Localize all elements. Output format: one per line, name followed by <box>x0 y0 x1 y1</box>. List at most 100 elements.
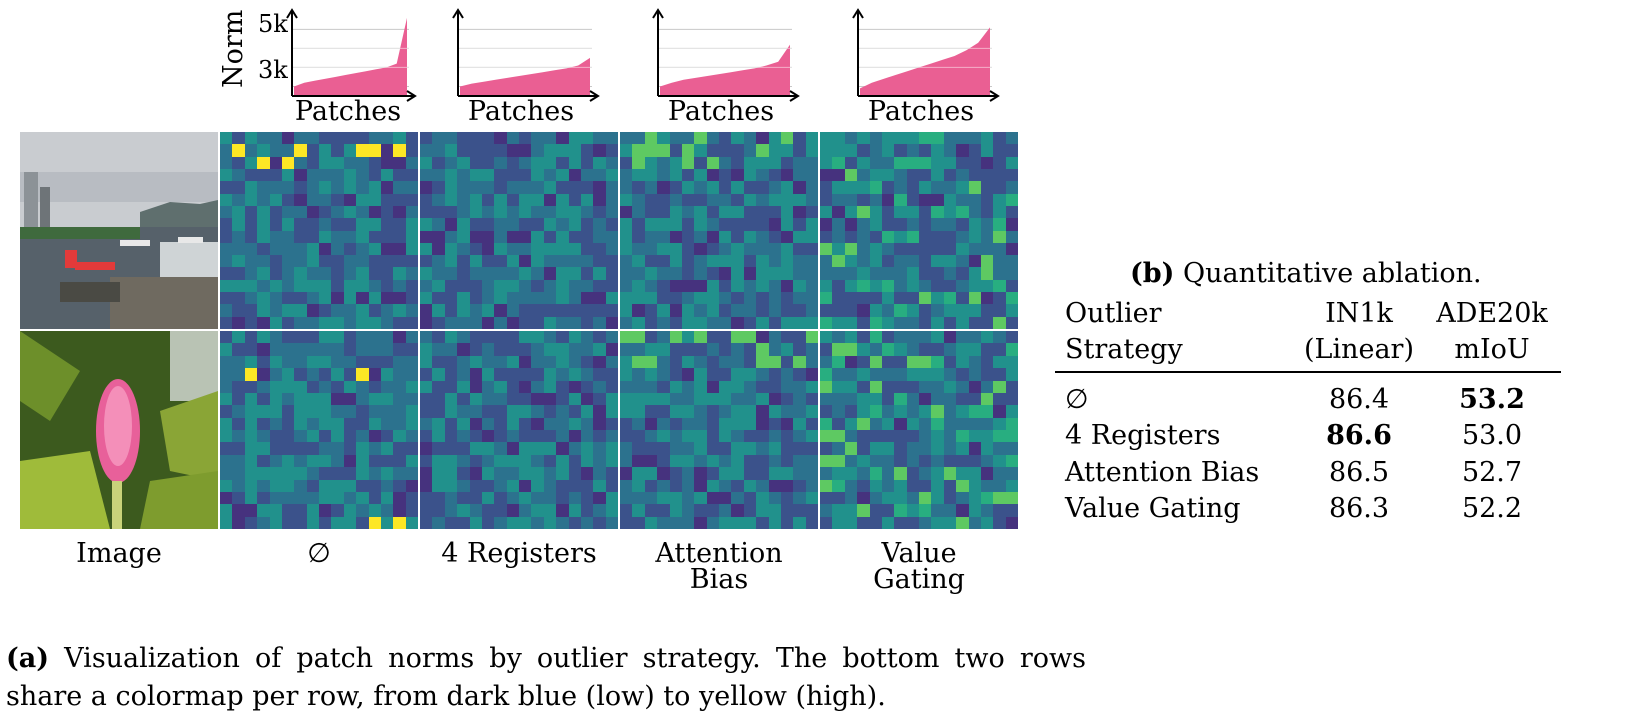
heatmap-cell <box>244 454 258 468</box>
heatmap-cell <box>319 316 332 329</box>
heatmap-cell <box>620 467 633 480</box>
heatmap-cell <box>743 380 757 393</box>
heatmap-cell <box>494 467 507 480</box>
heatmap-cell <box>805 193 818 206</box>
heatmap-cell <box>620 430 633 443</box>
heatmap-cell <box>906 430 919 443</box>
heatmap-cell <box>405 156 418 169</box>
heatmap-cell <box>657 316 670 329</box>
heatmap-cell <box>1005 304 1018 317</box>
heatmap-cell <box>869 516 882 529</box>
heatmap-cell <box>531 355 544 369</box>
heatmap-cell <box>556 467 569 480</box>
heatmap-cell <box>519 491 532 505</box>
heatmap-cell <box>756 304 769 317</box>
x-axis-arrow <box>406 90 417 102</box>
heatmap-cell <box>844 504 858 517</box>
heatmap-cell <box>481 279 495 293</box>
heatmap-cell <box>506 380 519 393</box>
heatmap-cell <box>556 343 569 356</box>
heatmap-cell <box>919 218 932 231</box>
heatmap-cell <box>743 504 757 517</box>
norm-chart-none <box>262 8 417 108</box>
heatmap-cell <box>657 504 670 517</box>
heatmap-cell <box>457 467 470 480</box>
heatmap-cell <box>494 144 507 157</box>
heatmap-cell <box>805 144 818 157</box>
heatmap-cell <box>368 405 381 418</box>
heatmap-cell <box>220 430 233 443</box>
heatmap-cell <box>294 156 307 169</box>
heatmap-cell <box>220 479 233 492</box>
heatmap-cell <box>644 292 658 305</box>
heatmap-cell <box>432 255 445 268</box>
norm-area <box>460 57 590 96</box>
heatmap-cell <box>331 156 344 169</box>
heatmap-cell <box>432 279 445 293</box>
heatmap-cell <box>420 392 433 406</box>
heatmap-cell <box>543 355 557 369</box>
heatmap-cell <box>956 331 969 344</box>
heatmap-cell <box>494 491 507 505</box>
heatmap-cell <box>457 491 470 505</box>
heatmap-cell <box>906 316 919 329</box>
heatmap-cell <box>469 479 482 492</box>
heatmap-cell <box>220 181 233 194</box>
column-label-attention: Attention <box>655 538 783 569</box>
heatmap-cell <box>657 405 670 418</box>
heatmap-cell <box>931 491 944 505</box>
heatmap-cell <box>919 467 932 480</box>
heatmap-cell <box>620 144 633 157</box>
heatmap-cell <box>481 304 495 317</box>
heatmap-cell <box>669 193 682 206</box>
heatmap-cell <box>405 168 418 182</box>
heatmap-cell <box>319 430 332 443</box>
heatmap-cell <box>793 368 806 381</box>
heatmap-cell <box>968 392 981 406</box>
heatmap-cell <box>580 132 594 145</box>
heatmap-cell <box>956 267 969 280</box>
heatmap-cell <box>743 316 757 329</box>
heatmap-cell <box>719 205 732 219</box>
heatmap-cell <box>919 504 932 517</box>
heatmap-cell <box>519 442 532 455</box>
heatmap-cell <box>244 181 258 194</box>
heatmap-cell <box>380 292 394 305</box>
heatmap-cell <box>269 144 282 157</box>
heatmap-cell <box>694 430 707 443</box>
heatmap-cell <box>294 304 307 317</box>
heatmap-cell <box>743 430 757 443</box>
heatmap-cell <box>368 193 381 206</box>
heatmap-cell <box>719 368 732 381</box>
heatmap-cell <box>857 504 870 517</box>
heatmap-cell <box>580 430 594 443</box>
heatmap-cell <box>393 380 406 393</box>
heatmap-cell <box>857 255 870 268</box>
heatmap-cell <box>269 168 282 182</box>
heatmap-cell <box>632 144 645 157</box>
heatmap-cell <box>420 230 433 243</box>
heatmap-cell <box>519 479 532 492</box>
heatmap-cell <box>993 380 1006 393</box>
heatmap-cell <box>232 156 245 169</box>
heatmap-cell <box>632 405 645 418</box>
heatmap-cell <box>281 218 295 231</box>
heatmap-cell <box>580 292 594 305</box>
heatmap-cell <box>968 454 981 468</box>
heatmap-cell <box>632 331 645 344</box>
heatmap-cell <box>681 516 695 529</box>
heatmap-cell <box>319 193 332 206</box>
heatmap-cell <box>894 144 907 157</box>
heatmap-cell <box>980 205 994 219</box>
heatmap-cell <box>556 491 569 505</box>
heatmap-cell <box>519 380 532 393</box>
heatmap-cell <box>832 316 845 329</box>
heatmap-cell <box>481 218 495 231</box>
header-outlier: Outlier <box>1065 298 1162 329</box>
heatmap-cell <box>719 355 732 369</box>
heatmap-cell <box>232 181 245 194</box>
heatmap-cell <box>993 430 1006 443</box>
heatmap-cell <box>568 156 581 169</box>
heatmap-cell <box>469 454 482 468</box>
heatmap-cell <box>743 368 757 381</box>
